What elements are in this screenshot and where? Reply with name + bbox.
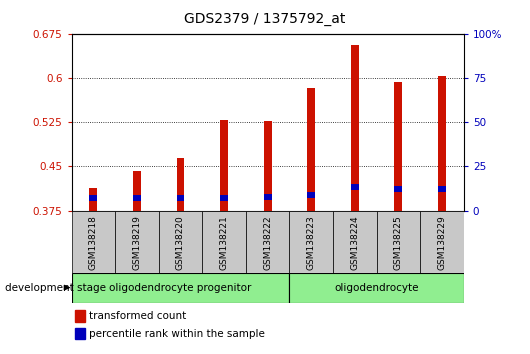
Bar [264, 194, 271, 200]
Text: GSM138224: GSM138224 [350, 216, 359, 270]
Bar [176, 158, 184, 211]
Bar [72, 211, 115, 273]
Bar [202, 211, 246, 273]
Bar [72, 273, 289, 303]
Text: GSM138223: GSM138223 [307, 216, 316, 270]
Bar [289, 273, 464, 303]
Bar [351, 45, 359, 211]
Text: percentile rank within the sample: percentile rank within the sample [89, 329, 265, 339]
Bar [90, 195, 98, 201]
Bar [90, 188, 98, 211]
Text: development stage: development stage [5, 282, 107, 293]
Bar [246, 211, 289, 273]
Text: oligodendrocyte: oligodendrocyte [334, 282, 419, 293]
Bar [115, 211, 158, 273]
Bar [307, 192, 315, 198]
Bar [133, 195, 141, 201]
Bar [220, 195, 228, 201]
Bar [351, 184, 359, 190]
Text: GDS2379 / 1375792_at: GDS2379 / 1375792_at [184, 12, 346, 27]
Text: GSM138218: GSM138218 [89, 216, 98, 270]
Text: transformed count: transformed count [89, 311, 187, 321]
Text: GSM138225: GSM138225 [394, 216, 403, 270]
Bar [289, 211, 333, 273]
Bar [333, 211, 377, 273]
Bar [158, 211, 202, 273]
Bar [133, 171, 141, 211]
Bar [420, 211, 464, 273]
Bar [307, 88, 315, 211]
Text: GSM138219: GSM138219 [132, 216, 142, 270]
Text: GSM138221: GSM138221 [219, 216, 228, 270]
Text: GSM138229: GSM138229 [437, 216, 446, 270]
Bar [438, 187, 446, 192]
Bar [176, 195, 184, 201]
Text: oligodendrocyte progenitor: oligodendrocyte progenitor [109, 282, 252, 293]
Text: GSM138222: GSM138222 [263, 216, 272, 270]
Bar [438, 76, 446, 211]
Bar [220, 120, 228, 211]
Bar [75, 328, 85, 339]
Bar [264, 121, 271, 211]
Text: GSM138220: GSM138220 [176, 216, 185, 270]
Bar [75, 310, 85, 322]
Bar [377, 211, 420, 273]
Bar [394, 82, 402, 211]
Bar [394, 187, 402, 192]
